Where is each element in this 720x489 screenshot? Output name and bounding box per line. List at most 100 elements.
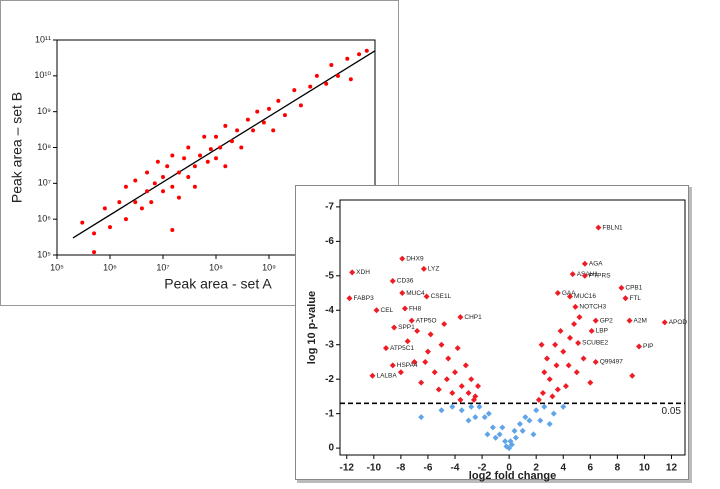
- labeled-point: [618, 284, 625, 291]
- labeled-point: [575, 340, 582, 346]
- gene-label: PTPRS: [589, 273, 611, 280]
- point: [427, 331, 434, 338]
- y-tick-label: -1: [325, 408, 334, 419]
- point: [397, 369, 404, 376]
- y-axis-label: log 10 p-value: [306, 291, 318, 364]
- point: [511, 427, 518, 434]
- point: [235, 128, 240, 133]
- labeled-point: [554, 290, 561, 297]
- labeled-point: [423, 293, 430, 300]
- point: [496, 431, 503, 438]
- gene-label: MUC16: [574, 293, 596, 300]
- point: [92, 250, 97, 255]
- x-tick-label: 6: [588, 463, 594, 474]
- y-tick-label: 0: [328, 443, 334, 454]
- point: [458, 407, 465, 414]
- x-tick-label: -8: [396, 463, 405, 474]
- y-tick-label: 10¹⁰: [34, 70, 51, 80]
- point: [587, 379, 594, 386]
- point: [541, 403, 548, 410]
- y-tick-label: 10⁷: [38, 178, 51, 188]
- point: [546, 420, 553, 427]
- labeled-point: [626, 317, 633, 324]
- point: [282, 113, 287, 118]
- point: [537, 417, 544, 424]
- point: [292, 88, 297, 93]
- x-tick-label: 4: [560, 463, 566, 474]
- y-tick-label: -6: [325, 236, 334, 247]
- point: [422, 358, 429, 365]
- point: [176, 170, 181, 175]
- gene-label: ASAH1: [577, 271, 599, 278]
- point: [560, 348, 567, 355]
- gene-label: GAA: [562, 290, 576, 297]
- point: [475, 383, 481, 390]
- x-tick-label: 10: [639, 463, 651, 474]
- point: [508, 441, 515, 448]
- point: [441, 321, 448, 328]
- point: [539, 389, 546, 396]
- point: [80, 220, 85, 225]
- point: [481, 414, 488, 421]
- point: [438, 341, 445, 348]
- y-tick-label: 10⁹: [37, 106, 51, 116]
- point: [544, 355, 550, 362]
- labeled-point: [636, 343, 642, 350]
- volcano-chart: -12 -10 -8 -6 -4 -2 0 2 4 6 8 10 12 0 -1 -2 -3 -4 -5 -6 -7 lo…: [306, 199, 687, 482]
- y-tick-label: -5: [325, 270, 334, 281]
- point: [145, 189, 150, 194]
- point: [267, 106, 271, 111]
- point: [562, 383, 569, 390]
- point: [552, 341, 559, 348]
- labeled-point: [399, 255, 406, 262]
- labeled-point: [369, 372, 376, 379]
- y-tick-label: -4: [325, 305, 334, 316]
- x-tick-label: 10⁸: [209, 262, 223, 272]
- point: [629, 372, 636, 379]
- point: [92, 231, 97, 236]
- point: [170, 153, 175, 158]
- gene-label: LBP: [596, 328, 608, 335]
- labeled-point: [399, 290, 406, 297]
- point: [145, 170, 150, 175]
- point: [541, 369, 548, 376]
- point: [465, 417, 472, 424]
- labeled-point: [661, 319, 668, 326]
- point: [462, 362, 469, 369]
- point: [560, 403, 567, 410]
- point: [182, 156, 187, 161]
- point: [449, 389, 456, 396]
- point: [565, 362, 572, 369]
- labeled-point: [420, 265, 427, 272]
- gene-label: PIP: [643, 343, 653, 350]
- point: [489, 424, 496, 431]
- point: [186, 175, 191, 180]
- point: [176, 195, 181, 200]
- labeled-point: [389, 277, 396, 284]
- point: [414, 327, 421, 334]
- point: [435, 386, 442, 393]
- gene-label: FH8: [409, 305, 422, 312]
- point: [418, 414, 425, 421]
- gene-label: GP2: [600, 317, 613, 324]
- x-tick-label: -12: [340, 463, 355, 474]
- point: [186, 145, 191, 150]
- point: [192, 184, 197, 189]
- labeled-point: [592, 358, 599, 365]
- y-tick-label: 10¹¹: [35, 34, 51, 44]
- x-tick-label: -4: [451, 463, 460, 474]
- gene-label: SPP1: [398, 324, 415, 331]
- point: [470, 396, 477, 403]
- point: [485, 410, 492, 417]
- point: [161, 175, 165, 180]
- gene-label: Q99497: [600, 359, 624, 366]
- point: [445, 355, 452, 362]
- point: [404, 338, 411, 345]
- trend-line: [72, 50, 376, 239]
- point: [553, 362, 560, 369]
- gene-label: CEL: [381, 307, 394, 314]
- labeled-point: [391, 324, 398, 331]
- point: [314, 73, 319, 78]
- point: [348, 77, 353, 82]
